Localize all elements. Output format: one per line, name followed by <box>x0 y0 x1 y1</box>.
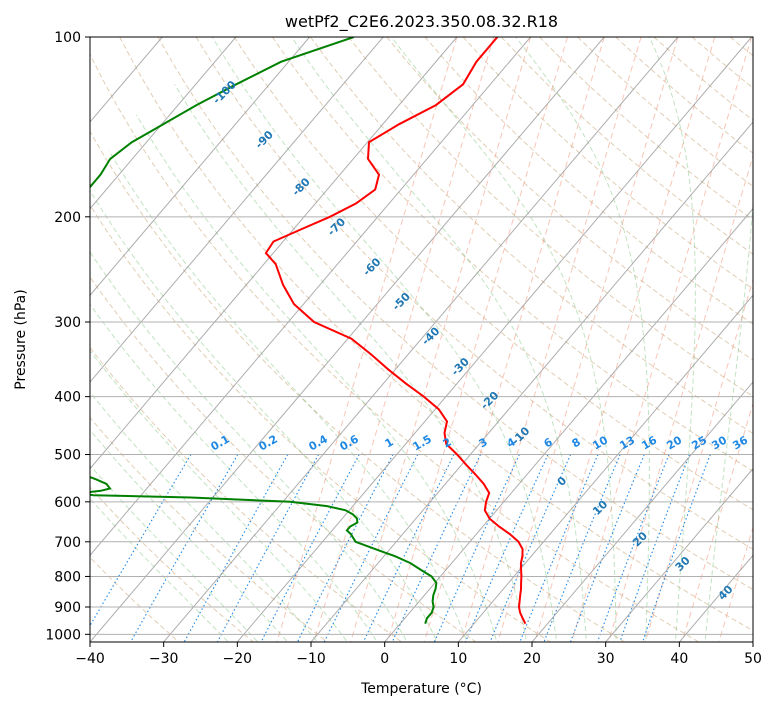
mixing-ratio-line <box>323 454 419 642</box>
moist-adiabat-line <box>90 497 229 642</box>
x-axis-title: Temperature (°C) <box>360 681 482 697</box>
mixing-ratio-line <box>260 454 360 642</box>
isotherm-line <box>90 37 531 557</box>
moist-adiabat-line <box>648 37 696 642</box>
dry-adiabat-line <box>90 53 700 642</box>
warm-guide-line <box>718 525 753 642</box>
warm-guide-line <box>607 154 753 642</box>
mixing-ratio-line <box>90 454 192 627</box>
warm-guide-line <box>386 37 568 642</box>
plot-frame <box>89 36 754 643</box>
temperature-line <box>264 37 527 625</box>
x-tick-label: −40 <box>75 651 105 667</box>
plot-area: -100-90-80-70-60-50-40-30-20-10010203040… <box>90 37 753 642</box>
mixing-ratio-line <box>391 454 481 642</box>
mixing-ratio-line <box>464 454 549 642</box>
isotherm-line <box>531 381 753 642</box>
y-axis-ticks: 100 200 300 400 500 600 700 800 900 1000 <box>45 30 90 643</box>
y-tick-label: 1000 <box>45 627 81 643</box>
sounding-series <box>90 37 527 625</box>
x-tick-label: −30 <box>149 651 179 667</box>
dry-adiabat-line <box>119 37 753 632</box>
y-tick-label: 500 <box>54 448 81 464</box>
dry-adiabat-line <box>271 37 753 472</box>
x-tick-label: 10 <box>449 651 467 667</box>
dry-adiabat-line <box>157 37 753 591</box>
mixing-ratio-line <box>183 454 289 642</box>
warm-guide-line <box>497 37 679 642</box>
x-tick-label: 40 <box>670 651 688 667</box>
isotherm-line <box>236 37 752 642</box>
y-axis-title: Pressure (hPa) <box>13 289 29 389</box>
dry-adiabat-line <box>90 486 254 642</box>
x-tick-label: −10 <box>296 651 326 667</box>
moist-adiabat-line <box>90 391 319 642</box>
y-tick-label: 300 <box>54 315 81 331</box>
moist-adiabat-line <box>211 37 558 642</box>
moist-adiabat-line <box>90 251 408 642</box>
skewed-isotherms <box>90 37 753 642</box>
isotherm-line <box>605 467 753 642</box>
y-tick-label: 100 <box>54 30 81 46</box>
x-tick-label: 50 <box>744 651 762 667</box>
isotherm-line <box>90 37 237 210</box>
y-tick-label: 900 <box>54 600 81 616</box>
isobar-gridlines <box>90 37 753 635</box>
dry-adiabat-line <box>90 556 180 642</box>
warm-guide-line <box>460 37 642 642</box>
x-tick-label: 20 <box>523 651 541 667</box>
mixing-ratio-line <box>596 454 670 642</box>
moist-adiabats <box>90 37 753 642</box>
warm-guide-line <box>644 278 753 642</box>
dry-adiabats <box>90 37 753 642</box>
x-axis-ticks: −40 −30 −20 −10 0 10 20 30 40 50 <box>75 642 762 667</box>
dry-adiabat-line <box>348 37 753 397</box>
warm-guide-line <box>313 37 495 642</box>
isotherm-line <box>90 37 605 642</box>
moist-adiabat-line <box>136 114 498 642</box>
chart-title: wetPf2_C2E6.2023.350.08.32.R18 <box>285 12 558 32</box>
y-tick-label: 600 <box>54 495 81 511</box>
isotherm-line <box>90 37 384 383</box>
y-tick-label: 700 <box>54 535 81 551</box>
warm-guide-line <box>571 37 753 642</box>
moist-adiabat-line <box>90 349 348 642</box>
mixing-ratio-line <box>362 454 455 642</box>
warm-guide-line <box>350 37 532 642</box>
moist-adiabat-line <box>90 189 438 642</box>
x-tick-label: 0 <box>380 651 389 667</box>
warm-guide-line <box>423 37 605 642</box>
isotherm-line <box>90 37 310 297</box>
mixing-ratio-line <box>619 454 691 642</box>
moist-adiabat-line <box>291 37 587 642</box>
isotherm-line <box>163 37 679 642</box>
dry-adiabat-line <box>90 204 552 642</box>
mixing-ratio-line <box>216 454 320 642</box>
isotherm-line <box>310 121 753 642</box>
y-tick-label: 200 <box>54 210 81 226</box>
dry-adiabat-line <box>90 130 626 642</box>
moist-adiabat-line <box>515 37 650 642</box>
mixing-ratio-line <box>296 454 394 642</box>
dry-adiabat-line <box>233 37 753 511</box>
mixing-ratio-line <box>433 454 520 642</box>
warm-guide-line <box>681 401 753 642</box>
warm-guide-line <box>534 37 716 642</box>
x-tick-label: −20 <box>223 651 253 667</box>
x-tick-label: 30 <box>597 651 615 667</box>
moist-adiabat-line <box>391 37 617 642</box>
isotherm-line <box>384 207 753 642</box>
dry-adiabat-line <box>90 276 477 642</box>
isotherm-line <box>90 37 458 470</box>
moist-adiabat-line <box>704 197 753 642</box>
warm-guide-line <box>276 37 458 642</box>
dry-adiabat-line <box>310 37 753 435</box>
isotherm-line <box>457 294 753 642</box>
dry-adiabat-line <box>90 416 329 642</box>
y-tick-label: 800 <box>54 569 81 585</box>
y-tick-label: 400 <box>54 390 81 406</box>
dewpoint-line <box>90 37 438 625</box>
